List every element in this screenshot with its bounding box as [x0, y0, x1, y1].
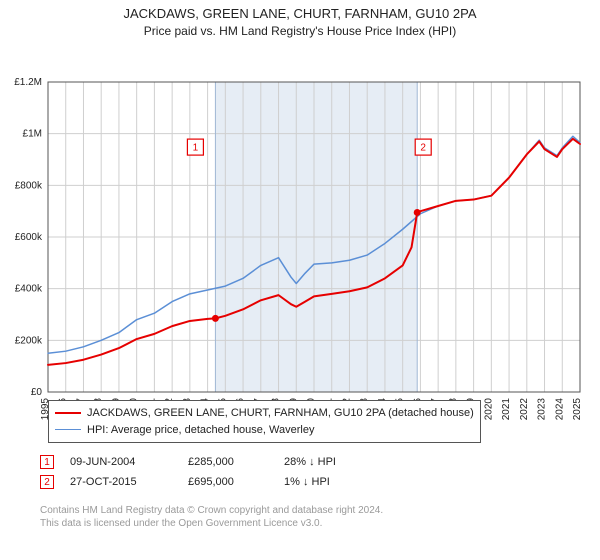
- legend-row: HPI: Average price, detached house, Wave…: [55, 422, 474, 439]
- annotation-marker: 2: [40, 475, 54, 489]
- svg-text:2021: 2021: [501, 397, 512, 420]
- svg-text:2024: 2024: [554, 397, 565, 420]
- svg-text:2: 2: [420, 142, 426, 153]
- legend: JACKDAWS, GREEN LANE, CHURT, FARNHAM, GU…: [48, 400, 481, 443]
- svg-text:£200k: £200k: [15, 335, 43, 346]
- legend-label: HPI: Average price, detached house, Wave…: [87, 422, 314, 439]
- svg-text:2020: 2020: [483, 397, 494, 420]
- annotation-date: 27-OCT-2015: [70, 476, 172, 488]
- annotation-delta: 28% ↓ HPI: [284, 456, 386, 468]
- legend-row: JACKDAWS, GREEN LANE, CHURT, FARNHAM, GU…: [55, 405, 474, 422]
- chart-subtitle: Price paid vs. HM Land Registry's House …: [0, 24, 600, 38]
- annotation-marker: 1: [40, 455, 54, 469]
- annotation-price: £285,000: [188, 456, 268, 468]
- annotation-row: 1 09-JUN-2004 £285,000 28% ↓ HPI: [40, 452, 386, 472]
- svg-text:2022: 2022: [519, 397, 530, 420]
- svg-text:£600k: £600k: [15, 232, 43, 243]
- svg-text:1: 1: [193, 142, 199, 153]
- svg-text:2025: 2025: [572, 397, 583, 420]
- svg-text:£800k: £800k: [15, 180, 43, 191]
- annotation-date: 09-JUN-2004: [70, 456, 172, 468]
- annotation-delta: 1% ↓ HPI: [284, 476, 386, 488]
- attribution-line1: Contains HM Land Registry data © Crown c…: [40, 504, 383, 517]
- attribution-line2: This data is licensed under the Open Gov…: [40, 517, 383, 530]
- annotation-row: 2 27-OCT-2015 £695,000 1% ↓ HPI: [40, 472, 386, 492]
- legend-label: JACKDAWS, GREEN LANE, CHURT, FARNHAM, GU…: [87, 405, 474, 422]
- legend-swatch: [55, 412, 81, 414]
- svg-text:£1.2M: £1.2M: [14, 77, 42, 88]
- svg-text:2023: 2023: [537, 397, 548, 420]
- attribution: Contains HM Land Registry data © Crown c…: [40, 504, 383, 530]
- chart-title: JACKDAWS, GREEN LANE, CHURT, FARNHAM, GU…: [0, 6, 600, 22]
- svg-text:£0: £0: [31, 387, 43, 398]
- annotation-price: £695,000: [188, 476, 268, 488]
- svg-text:£1M: £1M: [23, 128, 42, 139]
- chart-svg: £0£200k£400k£600k£800k£1M£1.2M1995199619…: [0, 38, 600, 434]
- legend-swatch: [55, 429, 81, 430]
- chart-area: £0£200k£400k£600k£800k£1M£1.2M1995199619…: [0, 38, 600, 439]
- svg-text:£400k: £400k: [15, 283, 43, 294]
- sale-annotations: 1 09-JUN-2004 £285,000 28% ↓ HPI 2 27-OCT-201…: [40, 452, 386, 492]
